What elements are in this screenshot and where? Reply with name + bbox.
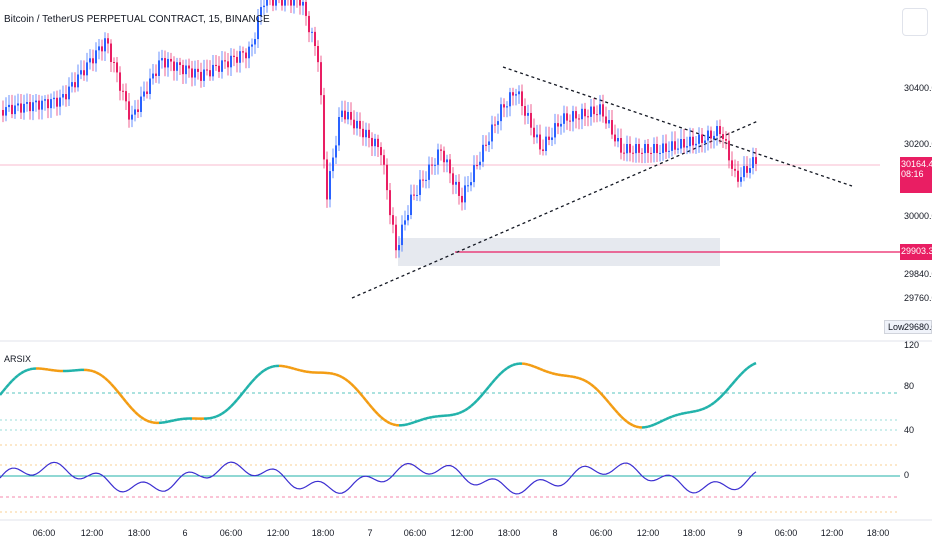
time-tick: 12:00 <box>80 528 104 538</box>
current-price-value: 30164.4 <box>901 159 932 169</box>
symbol-title: Bitcoin / TetherUS PERPETUAL CONTRACT, 1… <box>4 14 270 25</box>
candle-countdown: 08:16 <box>901 169 924 179</box>
time-tick: 18:00 <box>311 528 335 538</box>
price-tick: 29760.0 <box>904 293 932 303</box>
time-tick: 18:00 <box>127 528 151 538</box>
price-tick: 30000.0 <box>904 211 932 221</box>
time-tick: 12:00 <box>266 528 290 538</box>
time-tick: 12:00 <box>820 528 844 538</box>
low-label: Low <box>888 322 905 332</box>
level-price-tag: 29903.3 <box>900 244 932 260</box>
indicator-tick: 80 <box>904 381 915 391</box>
time-tick: 06:00 <box>403 528 427 538</box>
indicator-tick: 0 <box>904 470 910 480</box>
indicator-name: ARSIX <box>4 354 32 364</box>
time-tick: 06:00 <box>32 528 56 538</box>
price-tick: 30200.0 <box>904 139 932 149</box>
indicator-tick: 120 <box>904 340 920 350</box>
time-tick: 18:00 <box>497 528 521 538</box>
current-price-tag: 30164.4 08:16 <box>900 157 932 193</box>
candles <box>2 0 757 259</box>
time-tick: 18:00 <box>682 528 706 538</box>
time-tick: 12:00 <box>636 528 660 538</box>
time-tick: 12:00 <box>450 528 474 538</box>
time-tick: 06:00 <box>774 528 798 538</box>
descending-trendline <box>502 66 853 187</box>
ascending-trendline <box>351 120 759 299</box>
time-tick: 06:00 <box>219 528 243 538</box>
time-tick: 8 <box>552 528 558 538</box>
time-tick: 6 <box>182 528 188 538</box>
indicator-plot <box>0 361 757 495</box>
price-tick: 30400.0 <box>904 83 932 93</box>
low-value: 29680.0 <box>904 322 932 332</box>
time-tick: 9 <box>737 528 743 538</box>
indicator-tick: 40 <box>904 425 915 435</box>
indicator-reference-lines <box>0 392 900 513</box>
time-tick: 18:00 <box>866 528 890 538</box>
low-label-box: Low 29680.0 <box>884 320 932 334</box>
price-tick: 29840.0 <box>904 269 932 279</box>
time-tick: 7 <box>367 528 373 538</box>
chart-settings-button[interactable] <box>902 8 928 36</box>
time-tick: 06:00 <box>589 528 613 538</box>
